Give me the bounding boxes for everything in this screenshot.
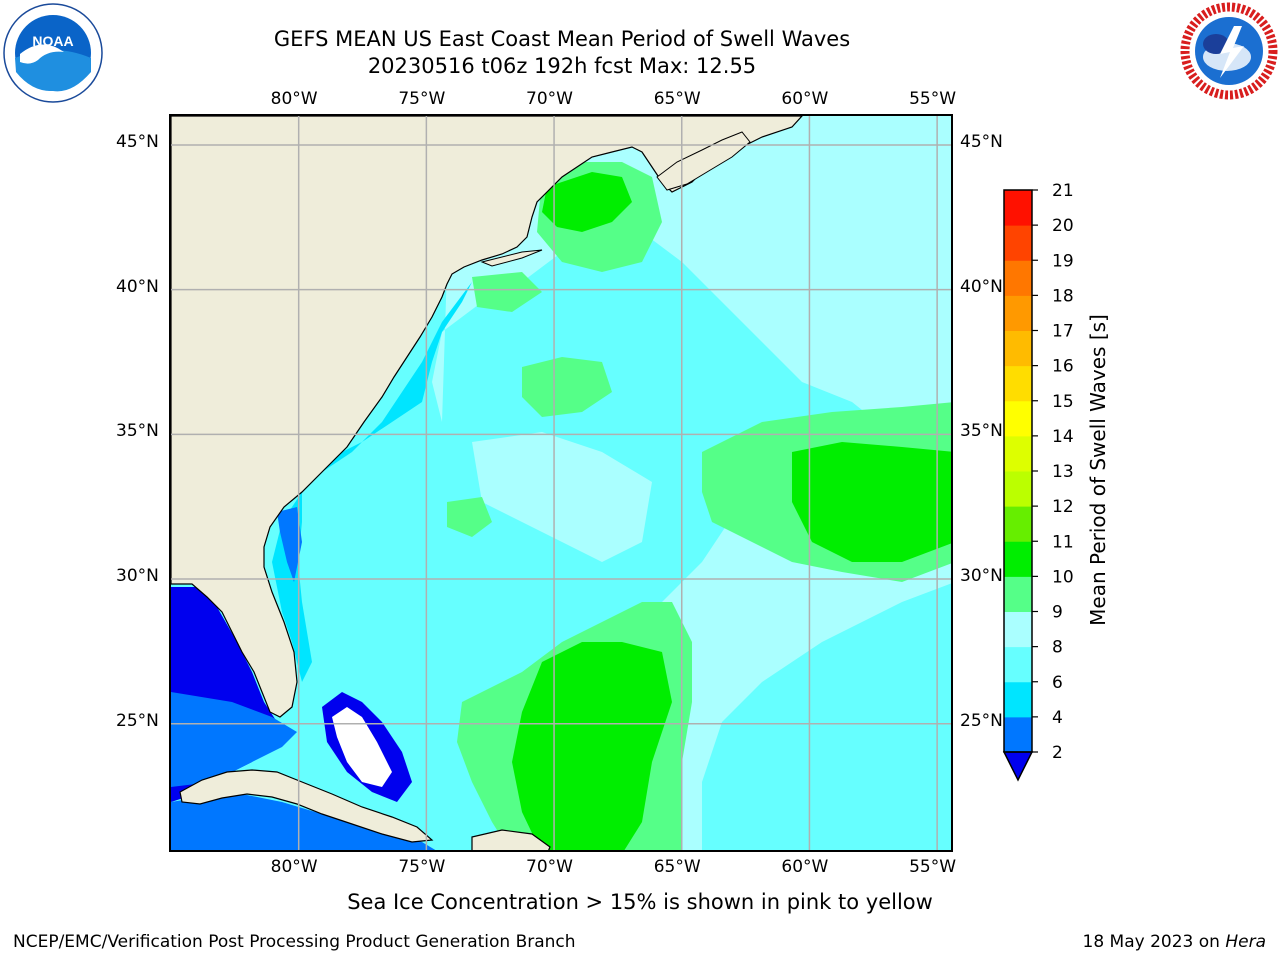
- colorbar-swatch: [1004, 260, 1032, 296]
- colorbar-swatch: [1004, 365, 1032, 402]
- gridlines: [171, 116, 951, 850]
- chart-title: GEFS MEAN US East Coast Mean Period of S…: [273, 27, 851, 51]
- lat-label: 35°N: [960, 421, 1003, 442]
- colorbar-swatch: [1004, 225, 1032, 261]
- lon-label: 80°W: [270, 857, 318, 877]
- lon-label: 65°W: [653, 89, 701, 109]
- lat-label: 40°N: [116, 276, 159, 297]
- nws-logo: [1180, 2, 1278, 100]
- colorbar-swatch: [1004, 435, 1032, 472]
- colorbar-tick-label: 4: [1052, 708, 1063, 728]
- colorbar-tick-label: 21: [1052, 181, 1074, 201]
- lat-label: 30°N: [116, 566, 159, 587]
- lat-label: 35°N: [116, 421, 159, 442]
- lon-label: 60°W: [781, 89, 829, 109]
- land-nova-scotia: [656, 131, 751, 191]
- swell-band-8-9b: [472, 432, 652, 562]
- colorbar: 2 4 6 8 9 10 11 12 13 14 15 16 17 18 19 20 21: [1002, 181, 1074, 782]
- swell-band-2-4-coast: [277, 507, 302, 582]
- colorbar-swatch: [1004, 541, 1032, 577]
- colorbar-swatch: [1004, 646, 1032, 683]
- lon-label: 75°W: [398, 89, 446, 109]
- swell-band-4-6: [272, 282, 472, 682]
- colorbar-swatch: [1004, 716, 1032, 753]
- footer-date: 18 May 2023 on Hera: [1083, 932, 1267, 952]
- swell-band-10-11-south: [512, 642, 672, 850]
- colorbar-swatch: [1004, 330, 1032, 367]
- land-cuba: [179, 769, 434, 843]
- colorbar-swatch: [1004, 295, 1032, 331]
- swell-band-caribbean: [171, 792, 436, 850]
- map-svg: [171, 116, 951, 850]
- swell-band-10-11-north: [542, 172, 632, 232]
- chart-subtitle: 20230516 t06z 192h fcst Max: 12.55: [367, 54, 757, 78]
- lon-label: 55°W: [909, 857, 957, 877]
- colorbar-tick-label: 14: [1052, 427, 1074, 447]
- colorbar-tick-label: 18: [1052, 286, 1074, 306]
- colorbar-swatch: [1004, 576, 1032, 612]
- lon-label: 80°W: [270, 89, 318, 109]
- colorbar-tick-label: 13: [1052, 462, 1074, 482]
- land-hispaniola: [471, 829, 551, 850]
- colorbar-tick-label: 16: [1052, 357, 1074, 377]
- colorbar-swatch: [1004, 611, 1032, 648]
- swell-band-2-4: [171, 692, 297, 787]
- colorbar-tick-label: 9: [1052, 603, 1063, 623]
- colorbar-tick-label: 2: [1052, 743, 1063, 763]
- colorbar-tick-label: 19: [1052, 251, 1074, 271]
- colorbar-tick-label: 6: [1052, 673, 1063, 693]
- lon-label: 75°W: [398, 857, 446, 877]
- footer-host: Hera: [1225, 932, 1266, 952]
- lat-label: 30°N: [960, 566, 1003, 587]
- colorbar-under-arrow: [1002, 751, 1034, 782]
- map-panel: [169, 114, 953, 852]
- swell-band-10-11-east: [792, 442, 951, 562]
- colorbar-tick-label: 17: [1052, 322, 1074, 342]
- footer-date-text: 18 May 2023 on: [1082, 932, 1226, 952]
- swell-band-bahamas-white: [332, 707, 392, 787]
- colorbar-tick-label: 20: [1052, 216, 1074, 236]
- lat-label: 40°N: [960, 276, 1003, 297]
- swell-band-9-10-mid: [522, 357, 612, 417]
- lon-label: 55°W: [909, 89, 957, 109]
- lat-label: 45°N: [116, 131, 159, 152]
- noaa-logo: NOAA: [3, 3, 103, 103]
- lat-label: 25°N: [960, 710, 1003, 731]
- colorbar-swatch: [1004, 681, 1032, 718]
- swell-band-9-10-mid3: [472, 272, 542, 312]
- land-long-island: [480, 249, 543, 267]
- swell-band-9-10-mid2: [447, 497, 492, 537]
- lat-label: 45°N: [960, 131, 1003, 152]
- noaa-logo-text: NOAA: [32, 33, 73, 49]
- colorbar-swatch: [1004, 471, 1032, 507]
- swell-band-8-9: [432, 116, 951, 850]
- colorbar-swatch: [1004, 190, 1032, 226]
- colorbar-tick-label: 15: [1052, 392, 1074, 412]
- lon-label: 70°W: [526, 89, 573, 109]
- colorbar-tick-label: 11: [1052, 532, 1074, 552]
- colorbar-swatch: [1004, 400, 1032, 437]
- lon-label: 70°W: [526, 857, 573, 877]
- colorbar-label: Mean Period of Swell Waves [s]: [1086, 314, 1110, 626]
- colorbar-swatch: [1004, 506, 1032, 542]
- lon-label: 60°W: [781, 857, 829, 877]
- colorbar-tick-label: 12: [1052, 497, 1074, 517]
- footer-credit: NCEP/EMC/Verification Post Processing Pr…: [13, 932, 576, 952]
- lon-label: 65°W: [653, 857, 701, 877]
- sea-ice-note: Sea Ice Concentration > 15% is shown in …: [347, 890, 933, 914]
- colorbar-tick-label: 8: [1052, 638, 1063, 658]
- lat-label: 25°N: [116, 710, 159, 731]
- colorbar-tick-label: 10: [1052, 567, 1074, 587]
